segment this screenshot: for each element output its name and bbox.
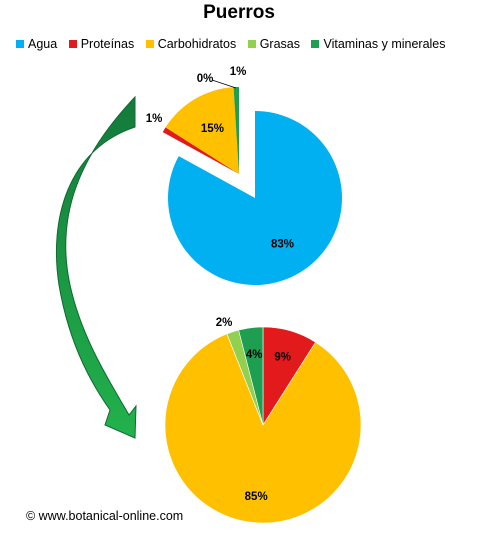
pie-chart-detail [164,326,362,524]
legend-swatch-carbohidratos [145,40,154,48]
chart-title: Puerros [203,2,275,23]
pie1-slice-vitaminas-y-minerales [233,87,239,174]
legend-label-proteinas: Proteínas [80,37,135,51]
pie2-label-grasas: 2% [216,317,233,329]
pie2-label-carbohidratos: 85% [245,491,268,503]
pie1-label-carbohidratos: 15% [201,123,224,135]
legend-label-carbohidratos: Carbohidratos [157,37,237,51]
pie2-label-proteinas: 9% [274,351,291,363]
pie1-slice-agua [168,111,342,286]
pie1-label-proteinas: 1% [146,113,163,125]
legend-item-proteinas: Proteínas [68,37,135,51]
pie1-label-vitaminas-y-minerales: 1% [230,66,247,78]
legend-swatch-grasas [247,40,256,48]
pie2-label-vitaminas-y-minerales: 4% [246,349,263,361]
pie1-label-grasas: 0% [197,73,214,85]
legend-item-agua: Agua [16,37,57,51]
pie1-slice-carbohidratos [165,87,239,174]
legend-item-carbohidratos: Carbohidratos [145,37,237,51]
pie2-slice-carbohidratos [164,333,362,524]
curved-arrow [56,95,137,439]
copyright-credit: © www.botanical-online.com [26,509,184,523]
legend-item-grasas: Grasas [247,37,300,51]
pie1-label-agua: 83% [271,238,294,250]
legend-label-vitaminas: Vitaminas y minerales [323,37,446,51]
legend: Agua Proteínas Carbohidratos Grasas Vita… [16,37,446,51]
pie2-slice-vitaminas-y-minerales [238,326,264,426]
pie1-slice-proteinas [162,127,239,174]
data-labels: 83% 1% 15% 0% 1% 9% 85% 2% 4% [146,66,294,503]
legend-swatch-agua [16,40,24,48]
legend-label-agua: Agua [28,37,58,51]
pie1-leader-line [211,79,237,89]
arrow-shape [56,95,137,439]
legend-item-vitaminas: Vitaminas y minerales [311,37,446,51]
legend-swatch-vitaminas [311,40,320,48]
legend-swatch-proteinas [68,40,77,48]
pie-chart-main [162,87,342,286]
legend-label-grasas: Grasas [259,37,300,51]
